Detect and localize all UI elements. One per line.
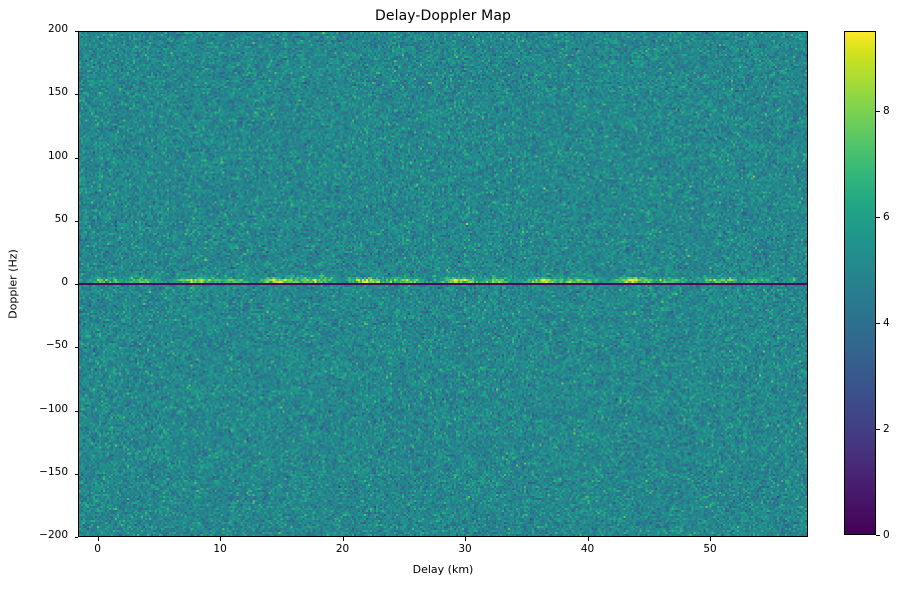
x-tick-label: 10 (213, 543, 227, 555)
x-tick-mark (220, 537, 222, 541)
colorbar-tick-mark (876, 216, 880, 218)
y-tick-mark (74, 473, 78, 475)
y-axis-label: Doppler (Hz) (6, 249, 20, 319)
y-tick-mark (74, 410, 78, 412)
x-tick-label: 20 (335, 543, 350, 555)
y-tick-mark (74, 220, 78, 222)
colorbar-tick-label: 6 (883, 210, 890, 223)
y-tick-mark (74, 157, 78, 159)
x-tick-mark (710, 537, 711, 541)
x-tick-mark (342, 537, 344, 541)
y-tick-mark (74, 537, 78, 538)
y-tick-mark (74, 31, 78, 32)
x-axis-label: Delay (km) (412, 563, 474, 576)
colorbar (844, 31, 876, 535)
colorbar-tick-mark (876, 110, 880, 112)
x-tick-label: 0 (94, 543, 101, 555)
colorbar-tick-label: 0 (883, 529, 890, 541)
x-tick-mark (587, 537, 589, 541)
y-tick-mark (74, 284, 78, 285)
x-tick-mark (97, 537, 99, 541)
x-tick-label: 40 (580, 543, 595, 555)
colorbar-tick-label: 4 (883, 316, 890, 329)
x-tick-label: 50 (703, 543, 717, 555)
heatmap-axes (78, 31, 808, 537)
y-tick-mark (74, 94, 78, 96)
page-title: Delay-Doppler Map (374, 8, 512, 24)
delay-doppler-heatmap (79, 32, 807, 536)
colorbar-tick-label: 8 (883, 104, 890, 117)
colorbar-tick-label: 2 (883, 422, 890, 435)
colorbar-tick-mark (876, 322, 880, 324)
colorbar-tick-mark (876, 428, 880, 430)
colorbar-tick-mark (876, 535, 880, 536)
y-tick-mark (74, 347, 78, 349)
x-tick-label: 30 (458, 543, 472, 555)
x-tick-mark (465, 537, 467, 541)
